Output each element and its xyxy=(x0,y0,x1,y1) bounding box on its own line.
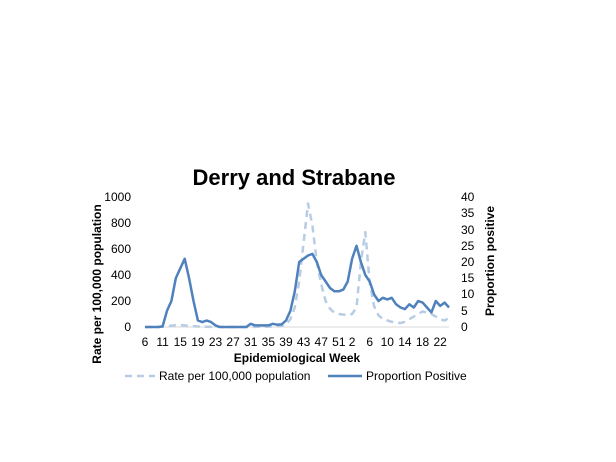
x-tick-label: 47 xyxy=(315,335,329,349)
left-tick-label: 0 xyxy=(124,320,131,334)
x-tick-label: 19 xyxy=(191,335,205,349)
x-tick-label: 22 xyxy=(434,335,448,349)
x-tick-label: 51 xyxy=(332,335,346,349)
right-tick-label: 5 xyxy=(461,304,468,318)
left-tick-label: 400 xyxy=(111,268,131,282)
x-tick-label: 11 xyxy=(156,335,169,349)
x-tick-label: 15 xyxy=(174,335,188,349)
x-tick-label: 10 xyxy=(381,335,395,349)
x-tick-label: 14 xyxy=(398,335,412,349)
y-axis-label-right: Proportion positive xyxy=(483,206,497,316)
x-axis-ticks: 6 11 15 19 23 27 31 35 39 43 47 51 2 6 10 14 18 22 xyxy=(142,335,448,349)
series-line-proportion xyxy=(145,244,450,329)
x-axis-label: Epidemiological Week xyxy=(234,351,361,365)
series-layer xyxy=(145,202,450,329)
right-tick-label: 20 xyxy=(461,255,475,269)
left-tick-label: 200 xyxy=(111,294,131,308)
x-tick-label: 6 xyxy=(366,335,373,349)
right-tick-label: 15 xyxy=(461,271,475,285)
right-tick-label: 30 xyxy=(461,223,475,237)
x-tick-label: 6 xyxy=(142,335,149,349)
right-tick-label: 40 xyxy=(461,190,475,204)
x-tick-label: 35 xyxy=(262,335,276,349)
right-tick-label: 10 xyxy=(461,287,475,301)
series-line-rate xyxy=(145,202,450,329)
left-tick-label: 1000 xyxy=(104,190,131,204)
x-tick-label: 31 xyxy=(244,335,258,349)
x-tick-label: 18 xyxy=(416,335,430,349)
x-tick-label: 23 xyxy=(209,335,223,349)
x-tick-label: 43 xyxy=(297,335,311,349)
chart-title: Derry and Strabane xyxy=(193,165,396,190)
x-tick-label: 39 xyxy=(279,335,293,349)
right-axis-ticks: 0 5 10 15 20 25 30 35 40 xyxy=(461,190,475,334)
left-tick-label: 600 xyxy=(111,242,131,256)
legend: Rate per 100,000 population Proportion P… xyxy=(125,369,467,383)
left-axis-ticks: 0 200 400 600 800 1000 xyxy=(104,190,131,334)
x-tick-label: 2 xyxy=(349,335,356,349)
left-tick-label: 800 xyxy=(111,216,131,230)
legend-label-proportion: Proportion Positive xyxy=(366,369,467,383)
right-tick-label: 25 xyxy=(461,239,475,253)
legend-label-rate: Rate per 100,000 population xyxy=(159,369,310,383)
x-tick-label: 27 xyxy=(226,335,240,349)
y-axis-label-left: Rate per 100,000 population xyxy=(90,204,104,363)
right-tick-label: 0 xyxy=(461,320,468,334)
right-tick-label: 35 xyxy=(461,206,475,220)
